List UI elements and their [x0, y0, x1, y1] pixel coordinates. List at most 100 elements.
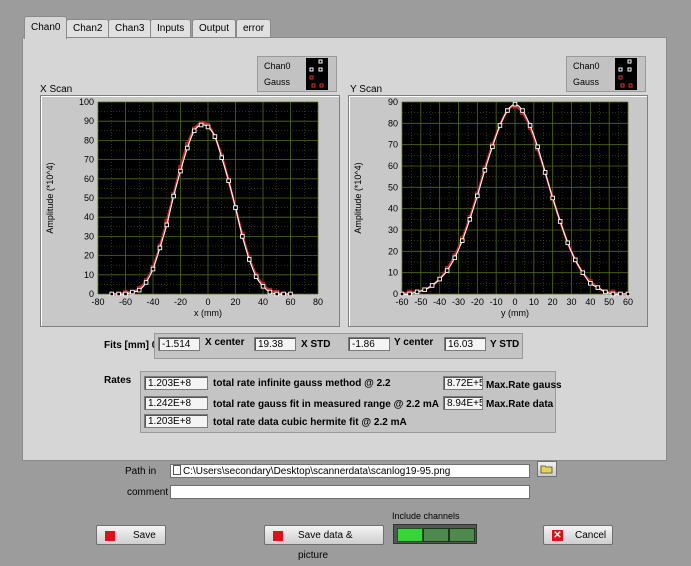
include-chan3-toggle[interactable] — [449, 528, 475, 542]
path-value: C:\Users\secondary\Desktop\scannerdata\s… — [183, 466, 451, 477]
y-center-value[interactable]: -1.86 — [348, 337, 390, 351]
x-tick-label: 0 — [512, 297, 517, 307]
chan0-point — [109, 291, 114, 297]
chan0-point — [178, 168, 183, 174]
rate-cubic-hermite-value[interactable]: 1.203E+8 — [144, 414, 208, 428]
tab-chan3[interactable]: Chan3 — [108, 19, 152, 38]
chan0-point — [603, 289, 608, 295]
x-tick-label: -40 — [146, 297, 159, 307]
y-tick-label: 70 — [84, 155, 94, 165]
chan0-point — [520, 108, 525, 113]
max-rate-data-label: Max.Rate data — [486, 399, 554, 410]
chan0-point — [116, 291, 121, 297]
x-tick-label: 20 — [548, 297, 558, 307]
tab-chan2[interactable]: Chan2 — [66, 19, 110, 38]
x-scan-legend[interactable]: Chan0 Gauss — [257, 56, 337, 92]
y-tick-label: 50 — [84, 193, 94, 203]
x-tick-label: 60 — [623, 297, 633, 307]
tab-output[interactable]: Output — [192, 19, 237, 38]
y-tick-label: 10 — [388, 268, 398, 278]
chan0-point — [157, 245, 163, 251]
chan0-point — [288, 291, 293, 297]
x-center-label: X center — [205, 337, 245, 348]
chan0-point — [260, 284, 266, 289]
chan0-point — [399, 291, 405, 297]
y-tick-label: 100 — [79, 97, 94, 107]
rate-infinite-gauss-value[interactable]: 1.203E+8 — [144, 376, 208, 390]
x-std-value[interactable]: 19.38 — [254, 337, 296, 351]
y-scan-chart: -60 -50 -40 -30 -20 -10 0 10 20 30 40 50 60 0 10 20 30 40… — [353, 97, 633, 318]
x-tick-label: -50 — [414, 297, 427, 307]
y-scan-legend[interactable]: Chan0 Gauss — [566, 56, 646, 92]
x-tick-label: -60 — [119, 297, 132, 307]
x-tick-label: 0 — [205, 297, 210, 307]
x-tick-label: -60 — [395, 297, 408, 307]
save-data-indicator-icon — [273, 531, 283, 541]
comment-input[interactable] — [170, 485, 530, 499]
chan0-point — [219, 155, 224, 160]
include-chan2-toggle[interactable] — [423, 528, 449, 542]
max-rate-data-value[interactable]: 8.94E+5 — [443, 396, 483, 410]
include-chan0-toggle[interactable] — [397, 528, 423, 542]
chan0-point — [414, 289, 420, 295]
rates-cluster — [140, 371, 556, 433]
chan0-point — [557, 219, 563, 224]
y-tick-label: 90 — [388, 97, 398, 107]
y-std-value[interactable]: 16.03 — [444, 337, 486, 351]
include-channels-cluster — [393, 524, 477, 544]
tab-error[interactable]: error — [236, 19, 272, 38]
chan0-point — [281, 291, 286, 297]
legend-gauss-swatch — [306, 74, 328, 90]
x-tick-label: -10 — [490, 297, 503, 307]
chan0-point — [246, 257, 252, 262]
tab-chan0[interactable]: Chan0 — [24, 16, 68, 39]
y-std-label: Y STD — [490, 339, 520, 350]
save-data-picture-button[interactable]: Save data & picture — [264, 525, 384, 561]
x-axis-label: x (mm) — [194, 308, 222, 318]
chan0-point — [467, 217, 473, 222]
chan0-point — [171, 193, 176, 199]
include-channels-label: Include channels — [392, 511, 460, 521]
chan0-point — [505, 108, 510, 113]
chan0-point — [527, 123, 533, 128]
chan0-point — [595, 285, 601, 290]
rate-gauss-fit-label: total rate gauss fit in measured range @… — [213, 399, 439, 410]
tab-inputs[interactable]: Inputs — [150, 19, 192, 38]
browse-button[interactable] — [537, 461, 557, 477]
chan0-point — [422, 287, 427, 292]
chan0-point — [625, 291, 631, 297]
save-button[interactable]: Save — [96, 525, 166, 545]
chan0-point — [429, 283, 435, 288]
y-tick-label: 60 — [388, 161, 398, 171]
chan0-point — [535, 144, 540, 150]
chan0-point — [437, 276, 442, 282]
chan0-point — [233, 205, 238, 210]
y-tick-label: 0 — [89, 289, 94, 299]
chan0-point — [565, 240, 570, 246]
y-tick-label: 40 — [84, 212, 94, 222]
save-data-button-label: Save data & picture — [298, 530, 353, 561]
y-tick-label: 70 — [388, 140, 398, 150]
cancel-button[interactable]: ✕ Cancel — [543, 525, 613, 545]
path-input[interactable]: C:\Users\secondary\Desktop\scannerdata\s… — [170, 464, 530, 478]
legend-chan0-label: Chan0 — [264, 61, 291, 71]
save-indicator-icon — [105, 531, 115, 541]
chan0-point — [136, 287, 142, 293]
rate-infinite-gauss-label: total rate infinite gauss method @ 2.2 — [213, 378, 391, 389]
x-scan-chart: -80 -60 -40 -20 0 20 40 60 80 0 10 20 30 40 50 60 70 80 90… — [45, 97, 323, 318]
y-center-label: Y center — [394, 337, 434, 348]
chan0-point — [198, 122, 204, 128]
x-tick-label: 50 — [604, 297, 614, 307]
chan0-point — [512, 101, 518, 107]
chan0-point — [205, 124, 211, 130]
chan0-point — [475, 193, 480, 199]
y-tick-label: 30 — [388, 225, 398, 235]
chan0-point — [610, 291, 616, 297]
x-tick-label: 20 — [230, 297, 240, 307]
x-tick-label: 80 — [313, 297, 323, 307]
rates-label: Rates — [104, 375, 132, 386]
rate-gauss-fit-value[interactable]: 1.242E+8 — [144, 396, 208, 410]
x-std-label: X STD — [301, 339, 331, 350]
max-rate-gauss-value[interactable]: 8.72E+5 — [443, 376, 483, 390]
x-center-value[interactable]: -1.514 — [158, 337, 200, 351]
